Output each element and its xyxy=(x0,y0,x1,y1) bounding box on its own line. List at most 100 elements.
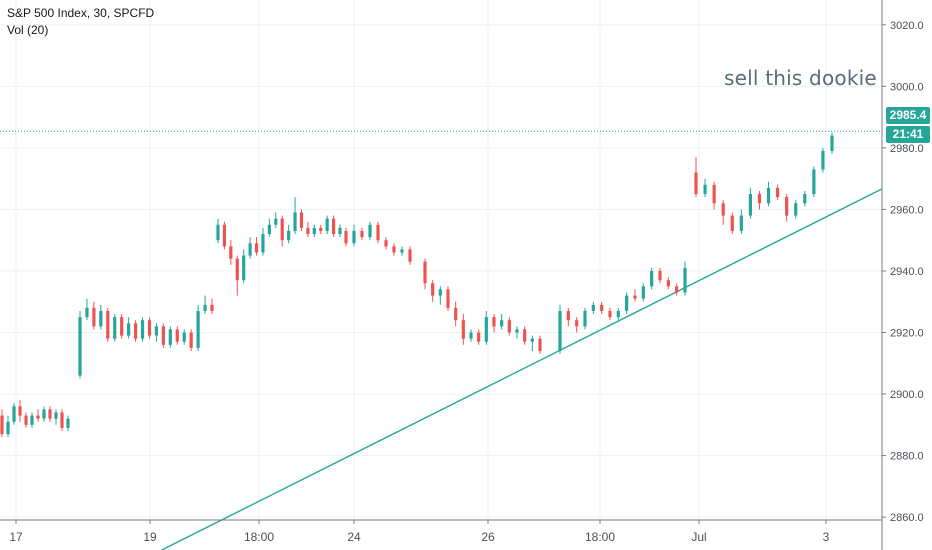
candle-body-66 xyxy=(461,320,465,339)
candle-body-71 xyxy=(500,320,504,327)
candle-body-78 xyxy=(566,310,570,321)
candle-body-32 xyxy=(216,224,220,241)
candle-body-13 xyxy=(85,307,89,318)
candle-body-3 xyxy=(18,406,22,416)
candle-body-62 xyxy=(431,283,435,296)
x-tick-label-2: 18:00 xyxy=(244,530,274,544)
candle-body-70 xyxy=(492,317,496,327)
candle-body-102 xyxy=(776,187,780,198)
candle-body-99 xyxy=(748,194,752,216)
candle-body-0 xyxy=(0,415,4,435)
candle-body-64 xyxy=(446,289,450,308)
candle-body-27 xyxy=(182,332,186,342)
trendline-segment xyxy=(160,188,883,550)
candle-body-26 xyxy=(175,329,179,342)
candle-body-44 xyxy=(293,212,297,231)
candle-body-46 xyxy=(306,227,310,235)
candle-body-43 xyxy=(287,230,291,241)
candle-body-69 xyxy=(484,317,488,342)
candle-body-86 xyxy=(633,295,637,299)
candle-body-39 xyxy=(261,234,265,253)
trendline[interactable] xyxy=(158,188,883,550)
candle-body-72 xyxy=(507,320,511,333)
candle-body-41 xyxy=(274,218,278,225)
candle-body-49 xyxy=(325,218,329,231)
candle-body-37 xyxy=(248,243,252,256)
x-tick-label-0: 17 xyxy=(9,530,23,544)
candle-body-103 xyxy=(785,197,789,216)
candle-body-93 xyxy=(694,172,698,195)
candle-body-89 xyxy=(658,270,662,281)
candle-body-2 xyxy=(12,406,16,422)
candle-body-81 xyxy=(591,304,595,311)
candle-body-55 xyxy=(368,224,372,238)
candle-body-6 xyxy=(36,415,40,419)
candle-body-94 xyxy=(703,184,707,195)
candle-body-25 xyxy=(168,329,172,345)
x-tick-label-5: 18:00 xyxy=(585,530,615,544)
candle-body-80 xyxy=(583,310,587,327)
candle-body-83 xyxy=(608,310,612,318)
candle-body-33 xyxy=(222,224,227,247)
bar-countdown-badge: 21:41 xyxy=(886,126,930,143)
candle-body-1 xyxy=(6,421,10,435)
candle-body-28 xyxy=(189,332,193,348)
candle-body-65 xyxy=(454,307,458,321)
candle-body-85 xyxy=(625,295,629,311)
y-tick-label-8: 2860.0 xyxy=(890,512,924,524)
chart-grid xyxy=(0,0,882,520)
candle-body-15 xyxy=(99,310,103,327)
candle-body-36 xyxy=(242,255,246,281)
volume-indicator-title[interactable]: Vol (20) xyxy=(7,23,49,37)
candle-body-68 xyxy=(477,332,481,342)
x-tick-label-1: 19 xyxy=(143,530,157,544)
x-tick-label-3: 24 xyxy=(347,530,361,544)
candle-body-48 xyxy=(319,227,323,231)
candle-body-60 xyxy=(408,249,412,262)
candle-body-79 xyxy=(575,320,579,327)
candle-body-101 xyxy=(766,187,771,204)
candle-body-18 xyxy=(120,317,124,336)
candle-body-76 xyxy=(538,338,542,351)
candle-body-100 xyxy=(757,194,762,204)
x-tick-label-4: 26 xyxy=(481,530,495,544)
candle-body-8 xyxy=(48,409,52,419)
candle-body-63 xyxy=(438,289,442,296)
candle-body-40 xyxy=(267,224,271,235)
candle-body-20 xyxy=(133,323,138,339)
candle-body-74 xyxy=(523,329,527,342)
candle-body-52 xyxy=(344,230,348,244)
candle-body-47 xyxy=(312,227,316,235)
candle-body-57 xyxy=(384,240,388,247)
chart-annotation[interactable]: sell this dookie xyxy=(724,66,877,90)
candle-body-58 xyxy=(392,246,396,253)
candle-body-51 xyxy=(338,227,342,235)
candle-body-54 xyxy=(360,230,364,238)
candle-body-97 xyxy=(730,215,734,231)
candle-body-61 xyxy=(423,261,427,284)
chart-legend: S&P 500 Index, 30, SPCFD Vol (20) xyxy=(7,5,154,39)
candle-body-106 xyxy=(812,169,816,195)
symbol-title[interactable]: S&P 500 Index, 30, SPCFD xyxy=(7,6,155,20)
candle-body-88 xyxy=(650,270,654,287)
candle-body-7 xyxy=(42,409,46,419)
candle-body-91 xyxy=(675,286,679,293)
candle-body-45 xyxy=(299,212,304,228)
y-tick-label-6: 2900.0 xyxy=(890,389,924,401)
candle-body-24 xyxy=(161,326,165,345)
candle-body-21 xyxy=(140,320,145,339)
candles xyxy=(0,132,834,438)
candle-body-90 xyxy=(666,280,670,287)
candle-body-12 xyxy=(78,317,82,376)
candle-body-108 xyxy=(830,135,834,151)
candle-body-73 xyxy=(515,329,519,333)
candle-body-75 xyxy=(530,338,534,342)
candle-body-14 xyxy=(92,307,96,327)
candle-body-67 xyxy=(469,332,473,339)
candle-body-77 xyxy=(558,310,562,351)
y-tick-label-4: 2940.0 xyxy=(890,266,924,278)
candle-body-17 xyxy=(113,317,117,339)
candle-body-84 xyxy=(616,310,620,318)
